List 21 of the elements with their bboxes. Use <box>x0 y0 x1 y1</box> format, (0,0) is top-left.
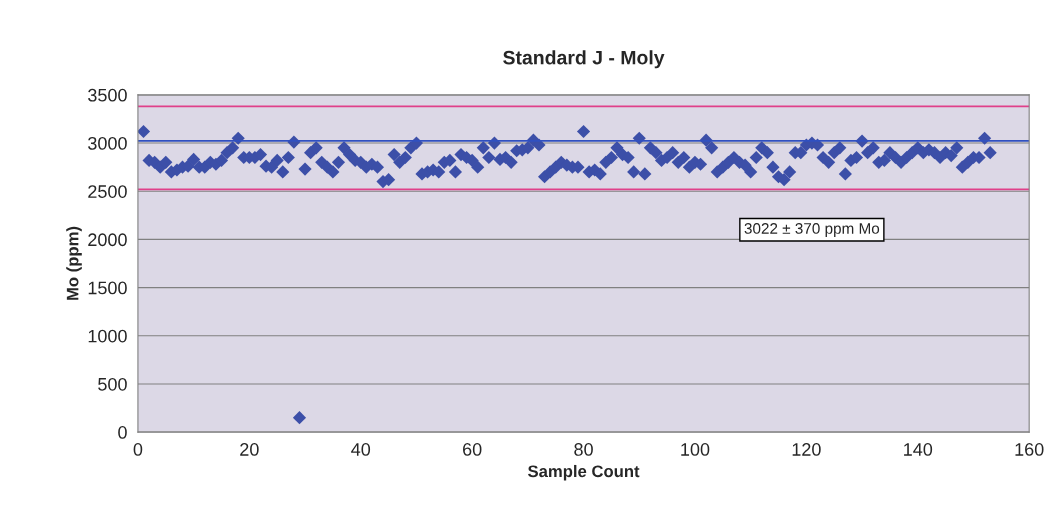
x-tick-label: 80 <box>574 443 593 456</box>
chart-title: Standard J - Moly <box>503 50 665 69</box>
y-tick-label: 2500 <box>88 185 127 198</box>
x-tick-label: 140 <box>904 443 933 456</box>
x-tick-label: 60 <box>463 443 482 456</box>
y-tick-label: 3500 <box>88 88 127 102</box>
x-axis-title: Sample Count <box>528 464 640 481</box>
y-tick-label: 500 <box>98 377 127 391</box>
x-tick-label: 0 <box>133 443 143 456</box>
x-tick-label: 20 <box>240 443 259 456</box>
y-tick-label: 2000 <box>88 233 127 247</box>
x-tick-label: 100 <box>681 443 710 456</box>
y-tick-label: 1000 <box>88 329 127 343</box>
x-tick-label: 40 <box>351 443 371 456</box>
y-tick-label: 1500 <box>88 281 127 295</box>
y-tick-label: 3000 <box>88 136 127 150</box>
y-tick-label: 0 <box>118 426 127 439</box>
y-axis-title: Mo (ppm) <box>66 226 82 300</box>
annotation: 3022 ± 370 ppm Mo <box>744 223 880 237</box>
x-tick-label: 160 <box>1015 443 1044 456</box>
x-tick-label: 120 <box>792 443 821 456</box>
